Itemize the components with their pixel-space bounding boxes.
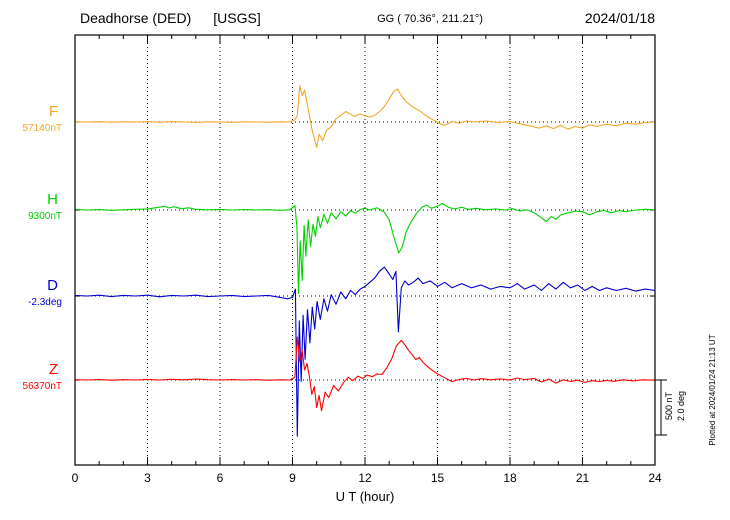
trace-line-H	[74, 202, 656, 295]
trace-label-F: F	[48, 103, 58, 120]
scale-bar-nt-label: 500 nT	[664, 391, 674, 421]
trace-line-F	[74, 85, 656, 148]
geographic-coords: GG ( 70.36°, 211.21°)	[377, 13, 483, 25]
x-tick-label: 6	[217, 471, 224, 485]
trace-baseline-F: 57140nT	[22, 123, 62, 134]
trace-baseline-H: 9300nT	[28, 211, 62, 222]
trace-line-Z	[74, 336, 656, 412]
x-axis-label: U T (hour)	[335, 489, 395, 504]
agency-label: [USGS]	[213, 10, 261, 26]
trace-label-H: H	[47, 191, 58, 208]
x-tick-label: 12	[358, 471, 372, 485]
x-tick-label: 3	[144, 471, 151, 485]
x-tick-label: 18	[503, 471, 517, 485]
trace-baseline-D: -2.3deg	[28, 297, 62, 308]
scale-bar-deg-label: 2.0 deg	[676, 390, 686, 422]
x-tick-label: 21	[576, 471, 590, 485]
station-name: Deadhorse (DED)	[80, 10, 192, 26]
plot-date: 2024/01/18	[584, 10, 655, 26]
header-station-title: Deadhorse (DED) [USGS]	[80, 10, 261, 26]
x-tick-label: 9	[289, 471, 296, 485]
trace-label-D: D	[47, 277, 58, 294]
trace-baseline-Z: 56370nT	[22, 381, 62, 392]
x-tick-label: 24	[648, 471, 662, 485]
trace-label-Z: Z	[48, 361, 58, 378]
plot-border	[74, 34, 656, 466]
plotted-timestamp-note: Plotted at 2024/01/24 21:13 UT	[708, 334, 717, 446]
x-tick-label: 15	[431, 471, 445, 485]
trace-line-D	[74, 266, 656, 437]
x-tick-label: 0	[72, 471, 79, 485]
